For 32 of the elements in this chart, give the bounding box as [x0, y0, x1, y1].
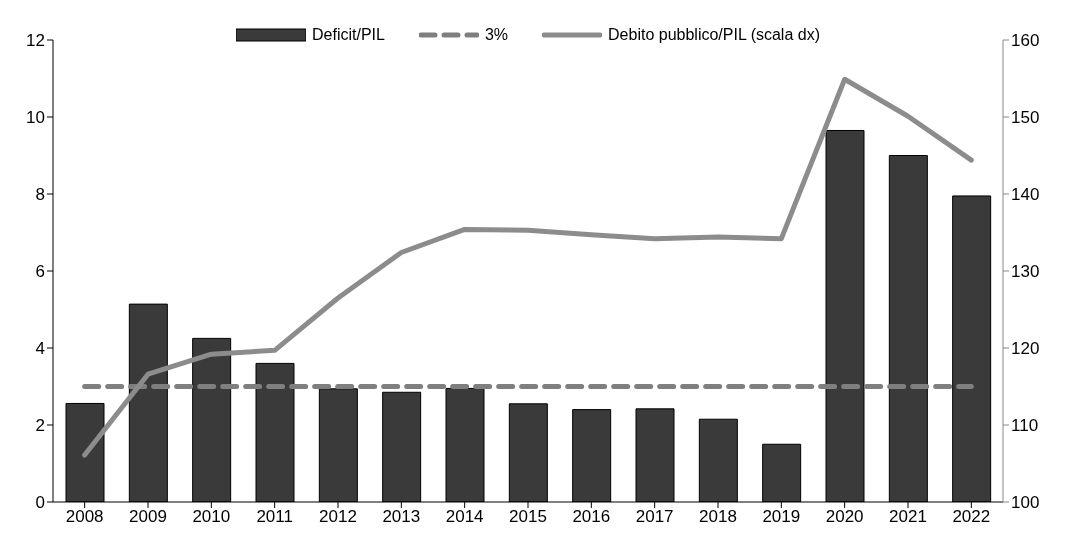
x-tick-label: 2015 — [509, 507, 547, 527]
y2-tick-label: 100 — [1011, 493, 1040, 513]
x-tick-label: 2010 — [192, 507, 231, 527]
y-tick-label: 12 — [26, 31, 45, 51]
legend-label: Deficit/PIL — [311, 26, 385, 44]
y-tick-label: 10 — [26, 108, 45, 128]
y-tick-label: 8 — [35, 185, 45, 205]
x-tick-label: 2008 — [65, 507, 104, 527]
x-tick-label: 2022 — [952, 507, 991, 527]
y2-tick-label: 110 — [1011, 416, 1039, 436]
x-tick-label: 2016 — [572, 507, 611, 527]
y2-tick-label: 140 — [1011, 185, 1040, 205]
x-tick-label: 2011 — [256, 507, 293, 527]
y2-tick-label: 150 — [1011, 108, 1040, 128]
y-tick-label: 6 — [35, 262, 45, 282]
x-tick-label: 2013 — [382, 507, 421, 527]
y2-tick-label: 120 — [1011, 339, 1040, 359]
x-tick-label: 2020 — [825, 507, 864, 527]
legend-label: 3% — [484, 26, 509, 44]
x-tick-label: 2017 — [635, 507, 674, 527]
x-tick-label: 2021 — [889, 507, 927, 527]
x-tick-label: 2014 — [445, 507, 484, 527]
y-tick-label: 2 — [35, 416, 45, 436]
x-tick-label: 2019 — [762, 507, 801, 527]
y2-tick-label: 160 — [1011, 31, 1040, 51]
y-tick-label: 0 — [35, 493, 45, 513]
legend-label: Debito pubblico/PIL (scala dx) — [608, 26, 820, 44]
x-tick-label: 2018 — [699, 507, 737, 527]
y-tick-label: 4 — [35, 339, 45, 359]
x-tick-label: 2012 — [319, 507, 357, 527]
x-tick-label: 2009 — [129, 507, 167, 527]
y2-tick-label: 130 — [1011, 262, 1040, 282]
